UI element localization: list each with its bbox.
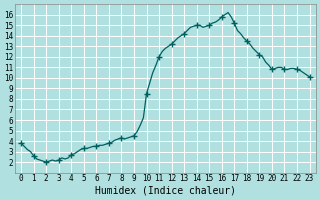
X-axis label: Humidex (Indice chaleur): Humidex (Indice chaleur): [95, 186, 236, 196]
